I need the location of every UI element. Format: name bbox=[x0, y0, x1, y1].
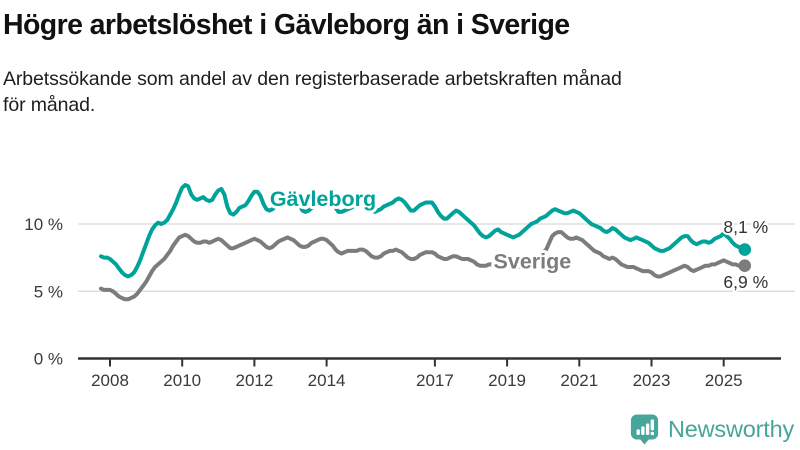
x-tick-label: 2019 bbox=[488, 371, 526, 390]
header: Högre arbetslöshet i Gävleborg än i Sver… bbox=[3, 0, 793, 118]
x-tick-label: 2021 bbox=[560, 371, 598, 390]
y-axis-label: 5 % bbox=[34, 282, 63, 301]
x-tick-label: 2014 bbox=[308, 371, 346, 390]
end-value-label-gävleborg: 8,1 % bbox=[723, 217, 768, 237]
end-dot-gävleborg bbox=[738, 243, 752, 256]
x-tick-label: 2008 bbox=[91, 371, 129, 390]
x-tick-label: 2017 bbox=[416, 371, 454, 390]
y-axis-label: 10 % bbox=[24, 215, 63, 234]
newsworthy-wordmark: Newsworthy bbox=[668, 416, 794, 442]
newsworthy-logo-icon bbox=[630, 414, 659, 445]
end-value-label-sverige: 6,9 % bbox=[723, 272, 768, 292]
y-axis-label: 0 % bbox=[34, 350, 63, 369]
series-line-gävleborg bbox=[99, 183, 747, 279]
x-tick-label: 2023 bbox=[633, 371, 671, 390]
series-label-gävleborg: Gävleborg bbox=[270, 187, 376, 211]
chart-subtitle: Arbetssökande som andel av den registerb… bbox=[3, 68, 622, 117]
footer-logo: Newsworthy bbox=[630, 414, 794, 445]
x-tick-label: 2010 bbox=[163, 371, 201, 390]
chart-title: Högre arbetslöshet i Gävleborg än i Sver… bbox=[3, 9, 570, 41]
x-tick-label: 2012 bbox=[235, 371, 273, 390]
series-line-sverige bbox=[99, 230, 747, 302]
series-label-sverige: Sverige bbox=[494, 250, 572, 274]
x-tick-label: 2025 bbox=[705, 371, 743, 390]
end-dot-sverige bbox=[738, 259, 752, 272]
